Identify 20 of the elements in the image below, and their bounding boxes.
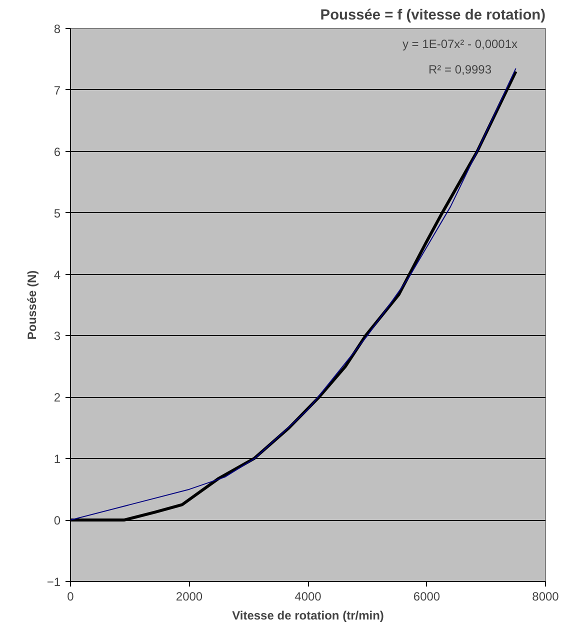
y-axis-title: Poussée (N) (24, 270, 39, 340)
y-tick-label: 2 (54, 390, 61, 405)
x-tick-label: 0 (67, 590, 74, 604)
annotation: y = 1E-07x² - 0,0001x (402, 36, 518, 51)
y-tick-label: 0 (54, 514, 61, 528)
y-tick-label: 3 (54, 329, 61, 344)
y-tick-label: 7 (54, 83, 61, 98)
annotation: R² = 0,9993 (428, 62, 492, 77)
x-tick-label: 8000 (532, 590, 560, 604)
y-tick-label: 5 (54, 206, 61, 220)
y-tick-label: 4 (54, 268, 61, 282)
y-tick-label: 1 (54, 452, 61, 466)
y-tick-label: −1 (46, 575, 61, 589)
x-tick-label: 4000 (294, 590, 322, 604)
y-tick-label: 8 (54, 22, 61, 36)
x-tick-label: 6000 (413, 590, 440, 604)
y-tick-label: 6 (54, 144, 61, 159)
x-axis-title: Vitesse de rotation (tr/min) (232, 608, 384, 622)
x-tick-label: 2000 (176, 590, 203, 604)
chart-title: Poussée = f (vitesse de rotation) (320, 8, 546, 24)
